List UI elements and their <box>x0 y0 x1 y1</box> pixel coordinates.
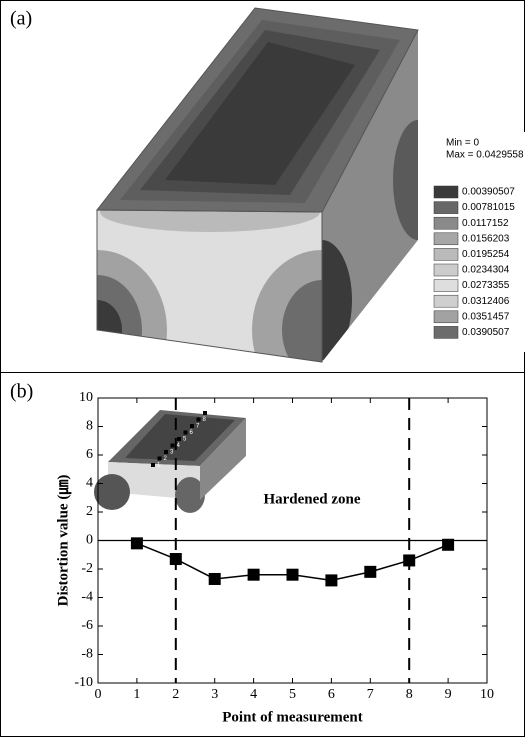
annotation: Hardened zone <box>263 491 360 507</box>
legend-label: 0.0351457 <box>462 311 510 322</box>
x-tick-label: 0 <box>95 687 102 702</box>
legend-label: 0.0234304 <box>462 265 510 276</box>
legend-min: Min = 0 <box>446 138 480 149</box>
legend-swatch <box>434 202 458 214</box>
legend-swatch <box>434 217 458 229</box>
legend-label: 0.0195254 <box>462 249 510 260</box>
x-tick-label: 7 <box>367 687 374 702</box>
x-tick-label: 9 <box>445 687 452 702</box>
inset-point <box>197 418 201 422</box>
legend-label: 0.0312406 <box>462 296 510 307</box>
x-tick-label: 6 <box>328 687 335 702</box>
y-tick-label: 6 <box>86 447 93 462</box>
inset-point <box>171 444 175 448</box>
y-tick-label: -2 <box>81 561 93 576</box>
y-axis-title: Distortion value (㎛) <box>55 475 72 607</box>
data-point <box>325 574 337 586</box>
inset-point <box>177 437 181 441</box>
figure: (a) Min = 0 Max = <box>0 0 525 737</box>
y-tick-label: -8 <box>81 647 93 662</box>
y-tick-label: 4 <box>86 476 93 491</box>
legend-swatch <box>434 295 458 307</box>
data-point <box>364 566 376 578</box>
legend-label: 0.00781015 <box>462 202 515 213</box>
legend-label: 0.00390507 <box>462 187 515 198</box>
y-tick-label: 0 <box>86 533 93 548</box>
legend-swatch <box>434 326 458 338</box>
y-tick-label: -4 <box>81 590 93 605</box>
x-tick-label: 1 <box>133 687 140 702</box>
x-tick-label: 2 <box>172 687 179 702</box>
legend-swatch <box>434 186 458 198</box>
legend-swatch <box>434 248 458 260</box>
panel-label: (b) <box>10 381 33 403</box>
x-tick-label: 3 <box>211 687 218 702</box>
data-point <box>442 539 454 551</box>
x-tick-label: 5 <box>289 687 296 702</box>
data-point <box>287 569 299 581</box>
legend-label: 0.0156203 <box>462 233 510 244</box>
inset-point <box>151 463 155 467</box>
data-point <box>248 569 260 581</box>
x-tick-label: 10 <box>480 687 494 702</box>
y-tick-label: 8 <box>86 419 93 434</box>
legend-label: 0.0273355 <box>462 280 510 291</box>
x-axis-title: Point of measurement <box>222 709 363 725</box>
y-tick-label: 10 <box>79 390 93 405</box>
legend-swatch <box>434 233 458 245</box>
legend-swatch <box>434 311 458 323</box>
inset-point <box>158 457 162 461</box>
inset-point <box>164 450 168 454</box>
panel-label: (a) <box>10 8 32 30</box>
x-tick-label: 8 <box>406 687 413 702</box>
data-point <box>209 573 221 585</box>
data-point <box>403 554 415 566</box>
x-tick-label: 4 <box>250 687 257 702</box>
y-tick-label: 2 <box>86 504 93 519</box>
legend-swatch <box>434 264 458 276</box>
legend: Min = 0 Max = 0.0429558 0.00390507 0.0078… <box>430 132 525 352</box>
legend-label: 0.0390507 <box>462 327 510 338</box>
data-point <box>131 537 143 549</box>
y-tick-label: -10 <box>74 675 93 690</box>
legend-swatch <box>434 280 458 292</box>
inset-point <box>184 431 188 435</box>
y-tick-label: -6 <box>81 618 93 633</box>
data-point <box>170 553 182 565</box>
legend-label: 0.0117152 <box>462 218 509 229</box>
legend-max: Max = 0.0429558 <box>446 150 524 161</box>
inset-point <box>190 424 194 428</box>
inset-point <box>203 411 207 415</box>
